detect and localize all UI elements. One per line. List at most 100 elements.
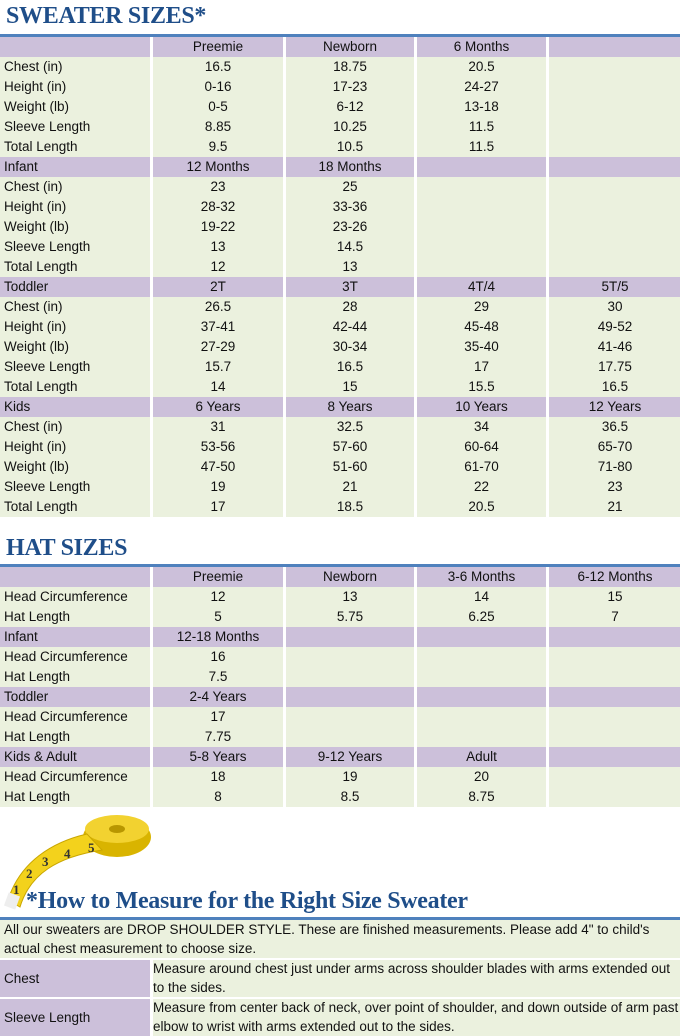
measurement-label: Weight (lb)	[0, 337, 150, 357]
size-column-header	[549, 747, 680, 767]
measurement-value: 19-22	[153, 217, 283, 237]
measurement-value: 14.5	[286, 237, 414, 257]
measurement-value	[417, 667, 546, 687]
measurement-value: 7	[549, 607, 680, 627]
size-column-header: Newborn	[286, 37, 414, 57]
size-column-header: Preemie	[153, 567, 283, 587]
measurement-value	[417, 707, 546, 727]
measurement-value: 22	[417, 477, 546, 497]
measurement-value: 30	[549, 297, 680, 317]
measurement-value: 8.5	[286, 787, 414, 807]
measurement-value	[549, 97, 680, 117]
measurement-value	[549, 177, 680, 197]
measurement-value	[549, 77, 680, 97]
sweater-sizes-title: SWEATER SIZES*	[6, 3, 207, 29]
measurement-value	[549, 117, 680, 137]
measurement-value: 30-34	[286, 337, 414, 357]
measurement-label: Sleeve Length	[0, 117, 150, 137]
measurement-value	[417, 177, 546, 197]
measurement-value: 26.5	[153, 297, 283, 317]
size-column-header: 2T	[153, 277, 283, 297]
hat-sizes-title: HAT SIZES	[6, 535, 128, 561]
measurement-value	[549, 217, 680, 237]
measure-row-sleeve-length: Sleeve Length Measure from center back o…	[0, 999, 680, 1036]
measurement-value: 29	[417, 297, 546, 317]
measurement-value: 17	[417, 357, 546, 377]
group-header-label	[0, 37, 150, 57]
measurement-value: 25	[286, 177, 414, 197]
group-header-label: Kids & Adult	[0, 747, 150, 767]
tape-number: 4	[64, 846, 71, 861]
size-column-header	[417, 687, 546, 707]
measurement-value: 17.75	[549, 357, 680, 377]
tape-measure-icon: 1 2 3 4 5	[3, 815, 151, 910]
measure-row-chest: Chest Measure around chest just under ar…	[0, 960, 680, 997]
measurement-value: 24-27	[417, 77, 546, 97]
measure-notes: All our sweaters are DROP SHOULDER STYLE…	[0, 920, 680, 1036]
measurement-value: 23-26	[286, 217, 414, 237]
size-column-header: 12 Months	[153, 157, 283, 177]
measurement-value: 12	[153, 257, 283, 277]
measurement-value: 7.75	[153, 727, 283, 747]
size-column-header: 5-8 Years	[153, 747, 283, 767]
measurement-value: 20.5	[417, 497, 546, 517]
measurement-value: 14	[153, 377, 283, 397]
measurement-value: 15	[549, 587, 680, 607]
measurement-label: Sleeve Length	[0, 237, 150, 257]
measurement-value	[549, 57, 680, 77]
measurement-value: 11.5	[417, 117, 546, 137]
measurement-value: 21	[549, 497, 680, 517]
measurement-value: 13	[286, 587, 414, 607]
measure-text: Measure around chest just under arms acr…	[153, 960, 680, 997]
measurement-value	[286, 647, 414, 667]
measure-text: Measure from center back of neck, over p…	[153, 999, 680, 1036]
measurement-value: 13	[286, 257, 414, 277]
measurement-value: 8.85	[153, 117, 283, 137]
measurement-value: 36.5	[549, 417, 680, 437]
measurement-value: 57-60	[286, 437, 414, 457]
measurement-label: Head Circumference	[0, 707, 150, 727]
measurement-value: 16.5	[286, 357, 414, 377]
size-column-header	[417, 627, 546, 647]
group-header-label	[0, 567, 150, 587]
measurement-label: Height (in)	[0, 77, 150, 97]
group-header-label: Toddler	[0, 687, 150, 707]
measurement-value: 6-12	[286, 97, 414, 117]
how-to-measure-title: *How to Measure for the Right Size Sweat…	[26, 888, 468, 914]
measurement-label: Total Length	[0, 257, 150, 277]
hat-title-rule	[0, 564, 680, 567]
measurement-value: 28	[286, 297, 414, 317]
measurement-value: 23	[549, 477, 680, 497]
measurement-value: 0-5	[153, 97, 283, 117]
measurement-value: 71-80	[549, 457, 680, 477]
size-column-header: 8 Years	[286, 397, 414, 417]
size-column-header: 4T/4	[417, 277, 546, 297]
size-column-header: 18 Months	[286, 157, 414, 177]
measurement-value: 17	[153, 497, 283, 517]
measurement-label: Sleeve Length	[0, 357, 150, 377]
measurement-value: 18.75	[286, 57, 414, 77]
measurement-value: 18.5	[286, 497, 414, 517]
size-column-header: 2-4 Years	[153, 687, 283, 707]
tape-number: 5	[88, 840, 95, 855]
measurement-value	[549, 787, 680, 807]
size-column-header: 3T	[286, 277, 414, 297]
measurement-value: 21	[286, 477, 414, 497]
measurement-value: 65-70	[549, 437, 680, 457]
measurement-label: Height (in)	[0, 437, 150, 457]
measurement-value: 19	[286, 767, 414, 787]
measurement-value: 53-56	[153, 437, 283, 457]
measurement-value: 41-46	[549, 337, 680, 357]
measurement-label: Height (in)	[0, 197, 150, 217]
size-column-header: 6 Years	[153, 397, 283, 417]
measurement-value	[549, 727, 680, 747]
measurement-value	[286, 707, 414, 727]
size-column-header: 12 Years	[549, 397, 680, 417]
group-header-label: Toddler	[0, 277, 150, 297]
size-column-header	[549, 37, 680, 57]
measurement-value	[549, 257, 680, 277]
measurement-value: 10.25	[286, 117, 414, 137]
measurement-label: Total Length	[0, 377, 150, 397]
measurement-label: Weight (lb)	[0, 217, 150, 237]
measurement-label: Head Circumference	[0, 587, 150, 607]
